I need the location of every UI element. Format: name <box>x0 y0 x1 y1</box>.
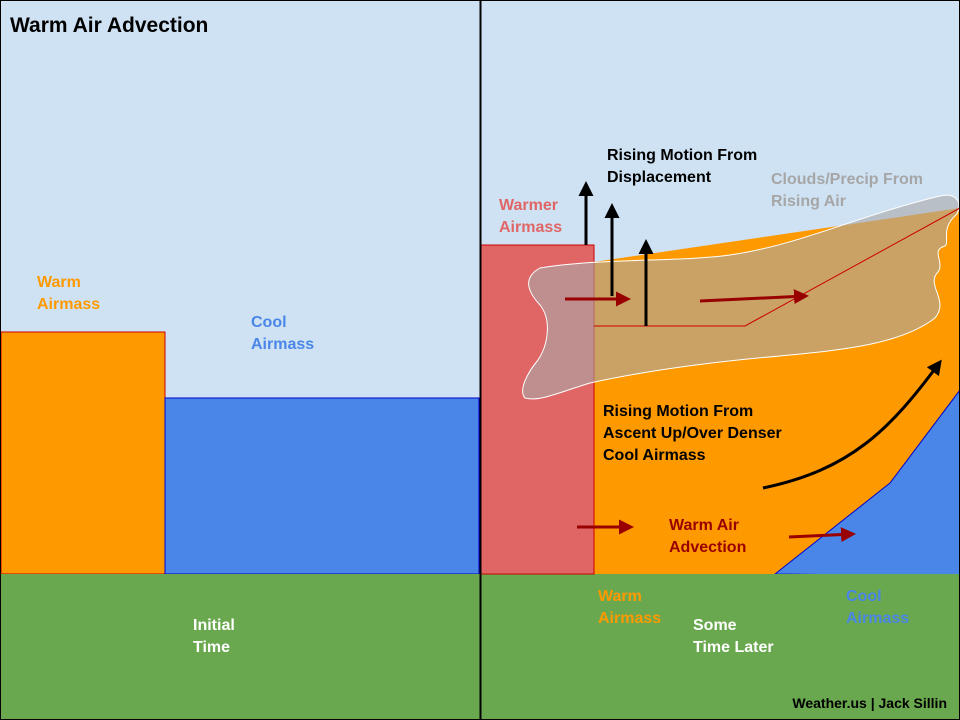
warmer-airmass-label: Warmer Airmass <box>499 197 562 236</box>
initial-time-panel: Warm Airmass Cool Airmass Initial Time <box>0 274 480 720</box>
warm-airmass-ground-label: Warm Airmass <box>598 588 661 627</box>
credit-label: Weather.us | Jack Sillin <box>792 695 947 711</box>
advection-label: Warm Air Advection <box>669 517 746 556</box>
rising-displacement-label: Rising Motion From Displacement <box>607 147 762 186</box>
clouds-precip-region <box>522 194 960 400</box>
warm-airmass-top-edge <box>594 207 960 327</box>
ascent-arrow <box>762 359 942 490</box>
advection-arrow-2 <box>699 289 809 305</box>
initial-time-label: Initial Time <box>193 617 239 656</box>
later-time-label: Some Time Later <box>693 617 774 656</box>
rising-ascent-label: Rising Motion From Ascent Up/Over Denser… <box>603 403 786 464</box>
cool-airmass-block <box>164 397 480 575</box>
ground-right <box>480 574 960 720</box>
warm-airmass-block <box>0 331 166 575</box>
warm-airmass-label: Warm Airmass <box>37 274 100 313</box>
cool-airmass-ground-label: Cool Airmass <box>846 588 909 627</box>
clouds-precip-label: Clouds/Precip From Rising Air <box>771 171 927 210</box>
later-time-panel: Warmer Airmass Rising Motion From Displa… <box>480 147 960 720</box>
advection-arrow-4 <box>788 527 856 543</box>
ground-left <box>0 574 480 720</box>
diagram-title: Warm Air Advection <box>10 14 208 37</box>
cool-airmass-label: Cool Airmass <box>251 314 314 353</box>
